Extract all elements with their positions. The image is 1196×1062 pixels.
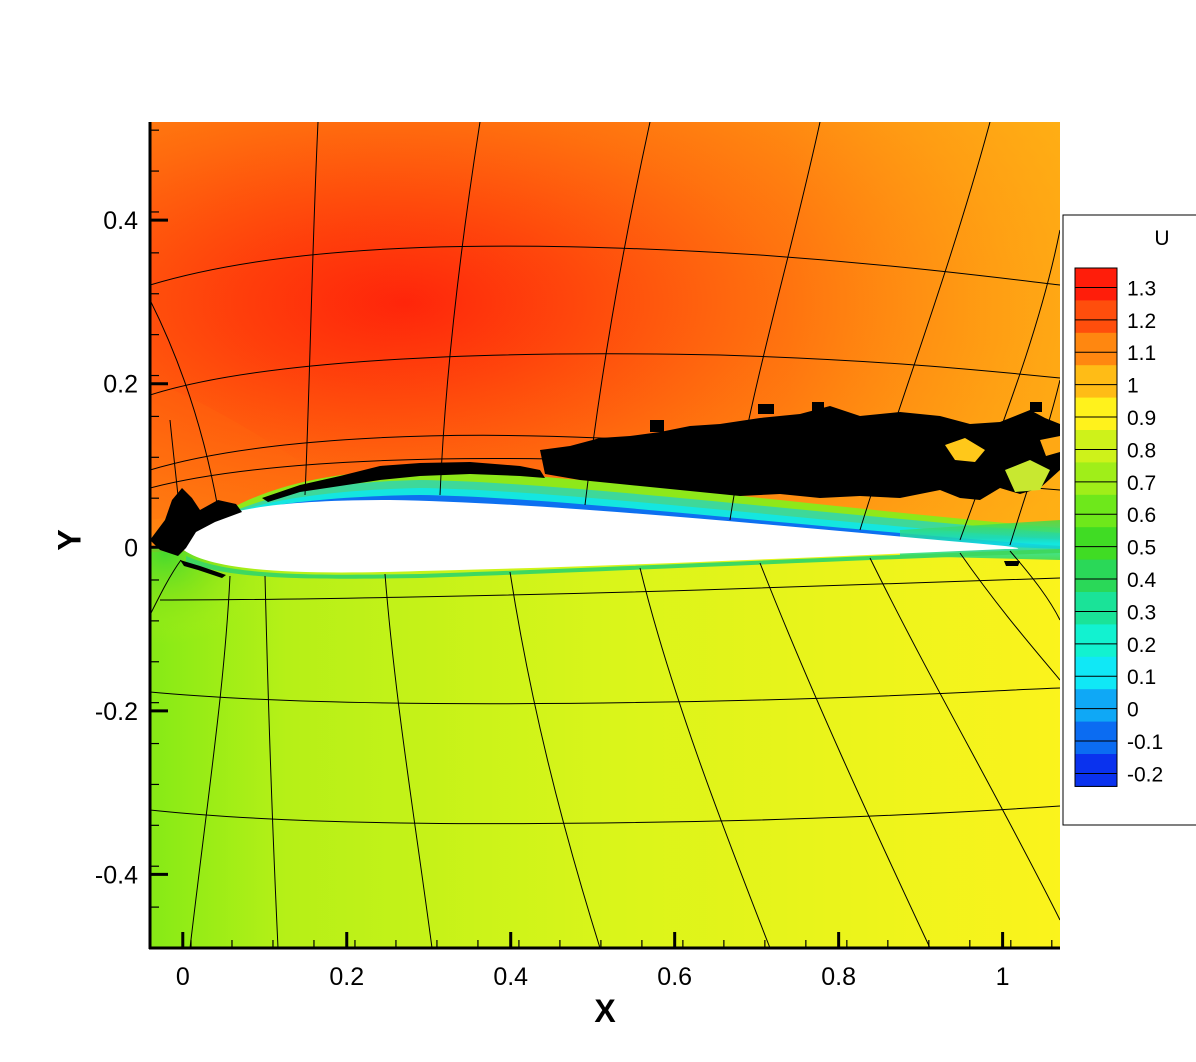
x-tick-label: 0.4 bbox=[493, 963, 528, 991]
airfoil-body bbox=[181, 500, 1019, 573]
y-tick-label: 0 bbox=[124, 534, 138, 562]
colorbar-label: 0.4 bbox=[1127, 569, 1157, 592]
y-tick-label: 0.4 bbox=[103, 207, 138, 235]
separation-holes bbox=[945, 436, 1060, 492]
colorbar-swatch bbox=[1075, 721, 1117, 755]
colorbar-label: 1.2 bbox=[1127, 310, 1156, 333]
x-tick-label: 0.6 bbox=[657, 963, 692, 991]
colorbar-label: 1.1 bbox=[1127, 342, 1156, 365]
colorbar-label: 0.8 bbox=[1127, 439, 1156, 462]
colorbar-outline bbox=[1074, 267, 1118, 787]
colorbar-label: 0.3 bbox=[1127, 601, 1156, 624]
colorbar-swatch bbox=[1075, 527, 1117, 561]
colorbar-title: U bbox=[1154, 227, 1169, 250]
x-tick-label: 0 bbox=[176, 963, 190, 991]
x-tick-label: 0.8 bbox=[821, 963, 856, 991]
colorbar-swatch bbox=[1075, 300, 1117, 334]
colorbar-swatch bbox=[1075, 494, 1117, 528]
colorbar-swatch bbox=[1075, 332, 1117, 366]
y-tick-label: 0.2 bbox=[103, 371, 138, 399]
x-tick-label: 1 bbox=[996, 963, 1010, 991]
colorbar-swatch bbox=[1075, 624, 1117, 658]
colorbar-label: -0.2 bbox=[1127, 763, 1163, 786]
colorbar-legend: U 1.3 1.2 1.1 1 0.9 0.8 0.7 0.6 0.5 0.4 0.3 0.2 0.1 0… bbox=[1062, 214, 1196, 826]
colorbar-swatches bbox=[1074, 267, 1118, 787]
y-axis: 0.4 0.2 0 -0.2 -0.4 bbox=[95, 207, 168, 889]
colorbar-label: 1 bbox=[1127, 375, 1139, 398]
colorbar-labels: 1.3 1.2 1.1 1 0.9 0.8 0.7 0.6 0.5 0.4 0.3 0.2 0.1 0 -0… bbox=[1127, 277, 1163, 786]
colorbar-swatch bbox=[1075, 592, 1117, 625]
colorbar-swatch bbox=[1075, 754, 1117, 787]
colorbar-label: 0.2 bbox=[1127, 634, 1156, 657]
x-axis-title: X bbox=[594, 993, 616, 1029]
y-axis-title: Y bbox=[51, 529, 87, 550]
contour-field bbox=[150, 122, 1060, 948]
y-tick-label: -0.4 bbox=[95, 861, 138, 889]
x-tick-label: 0.2 bbox=[329, 963, 364, 991]
x-axis: 0 0.2 0.4 0.6 0.8 1 bbox=[176, 932, 1010, 991]
colorbar-label: 0.7 bbox=[1127, 472, 1156, 495]
colorbar-label: 0 bbox=[1127, 699, 1139, 722]
colorbar-label: -0.1 bbox=[1127, 731, 1163, 754]
axes-frame bbox=[148, 122, 1060, 950]
colorbar-swatch bbox=[1075, 397, 1117, 431]
colorbar-label: 1.3 bbox=[1127, 277, 1156, 300]
y-tick-label: -0.2 bbox=[95, 698, 138, 726]
colorbar-swatch bbox=[1075, 656, 1117, 690]
colorbar-label: 0.6 bbox=[1127, 504, 1156, 527]
colorbar-swatch bbox=[1075, 268, 1117, 301]
colorbar-swatch bbox=[1075, 430, 1117, 463]
colorbar-label: 0.5 bbox=[1127, 537, 1156, 560]
colorbar-swatch bbox=[1075, 559, 1117, 593]
minor-ticks bbox=[149, 129, 1053, 949]
colorbar-label: 0.1 bbox=[1127, 666, 1156, 689]
colorbar-swatch bbox=[1075, 462, 1117, 496]
colorbar-swatch bbox=[1075, 365, 1117, 399]
colorbar-label: 0.9 bbox=[1127, 407, 1156, 430]
colorbar-swatch bbox=[1075, 689, 1117, 723]
separation-markers bbox=[150, 402, 1060, 578]
